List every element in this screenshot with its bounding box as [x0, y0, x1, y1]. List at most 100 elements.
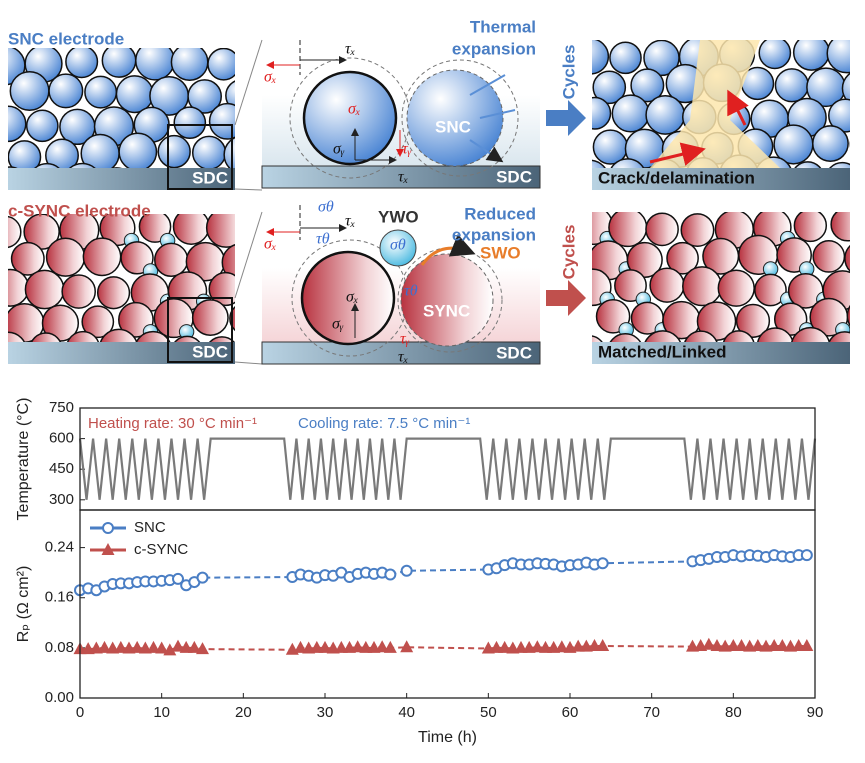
particle: [774, 68, 810, 103]
label: SDC: [496, 343, 532, 362]
particle: [34, 162, 60, 168]
particle: [614, 269, 647, 303]
marker: [588, 638, 601, 651]
particle: [191, 135, 227, 168]
x-tick-label: 40: [398, 704, 415, 721]
marker: [596, 557, 609, 570]
marker: [571, 639, 585, 652]
label: Matched/Linked: [598, 342, 726, 361]
particle: [609, 41, 642, 75]
packing: [8, 214, 235, 342]
legend-marker: [101, 543, 115, 555]
particle: [844, 244, 850, 273]
marker: [187, 640, 201, 653]
symbol: σθ: [390, 237, 406, 254]
particle: [644, 330, 682, 342]
particle: [592, 159, 606, 168]
x-tick-label: 50: [480, 704, 497, 721]
particle: [754, 273, 787, 307]
marker: [114, 640, 128, 653]
particle: [68, 162, 96, 168]
symbol: σₓ: [348, 101, 360, 118]
marker: [130, 640, 144, 653]
marker: [800, 638, 814, 651]
particle: [225, 80, 235, 111]
substrate: [8, 168, 235, 190]
symbol: τᵧ: [402, 141, 412, 158]
particle: [682, 266, 723, 307]
particle: [30, 332, 62, 342]
y-axis-label: Temperature (°C): [15, 398, 32, 521]
particle: [25, 109, 59, 143]
marker: [196, 642, 209, 655]
particle: [48, 73, 84, 109]
x-tick-label: 90: [807, 704, 824, 721]
y-tick-label: 600: [49, 430, 74, 447]
particle: [82, 237, 122, 277]
y-tick-label: 300: [49, 491, 74, 508]
marker: [530, 640, 544, 653]
particle: [826, 40, 850, 74]
particle: [608, 212, 648, 248]
particle: [191, 299, 229, 337]
particle: [791, 326, 830, 342]
packing: [592, 212, 850, 342]
particle: [208, 336, 235, 342]
marker: [384, 568, 397, 581]
crack: [650, 40, 780, 168]
particle: [118, 132, 158, 168]
particle: [135, 330, 171, 342]
x-tick-label: 80: [725, 704, 742, 721]
marker: [171, 639, 185, 652]
label: Cycles: [559, 45, 578, 100]
marker: [163, 643, 177, 656]
legend-label: c-SYNC: [134, 541, 188, 558]
marker: [767, 638, 781, 651]
particle: [829, 161, 850, 168]
label: Reduced: [464, 204, 536, 223]
x-tick-label: 30: [317, 704, 334, 721]
particle: [406, 69, 504, 167]
substrate: [592, 168, 850, 190]
label: Cycles: [559, 225, 578, 280]
packing: [8, 48, 235, 168]
arrow: [727, 89, 749, 126]
x-axis-label: Time (h): [418, 729, 477, 746]
y-tick-label: 0.00: [45, 689, 74, 706]
zoom-line: [234, 211, 263, 299]
particle: [793, 212, 828, 243]
marker: [400, 640, 414, 653]
marker: [710, 638, 724, 651]
particle: [111, 167, 123, 168]
label: SNC electrode: [8, 29, 124, 48]
expansion: [397, 247, 503, 353]
zoom-line: [234, 39, 263, 126]
y-tick-label: 0.08: [45, 639, 74, 656]
marker: [751, 638, 765, 651]
symbol: τₓ: [398, 349, 408, 366]
ywo-particle: [379, 229, 417, 267]
label: SWO: [480, 243, 521, 262]
marker: [147, 640, 160, 653]
particle: [828, 98, 850, 133]
label: expansion: [452, 39, 536, 58]
particle: [630, 68, 665, 103]
particle: [592, 335, 603, 342]
particle: [792, 40, 830, 71]
particle: [722, 330, 755, 342]
label: SDC: [496, 167, 532, 186]
particle: [626, 241, 663, 279]
particle: [24, 269, 65, 310]
particle: [205, 214, 235, 248]
particle: [99, 328, 138, 342]
marker: [351, 640, 365, 653]
particle: [65, 48, 99, 79]
marker: [792, 638, 806, 651]
substrate: [261, 165, 541, 189]
particle: [609, 333, 642, 342]
annotation: Heating rate: 30 °C min⁻¹: [88, 415, 257, 432]
particle: [45, 237, 86, 277]
particle: [173, 106, 207, 140]
arrow: [469, 74, 516, 160]
annotation: Cooling rate: 7.5 °C min⁻¹: [298, 415, 470, 432]
